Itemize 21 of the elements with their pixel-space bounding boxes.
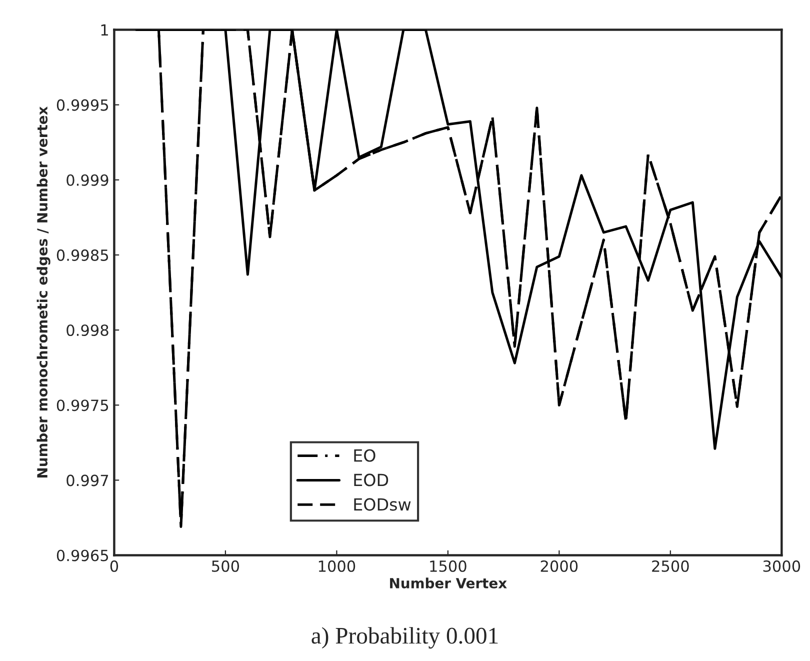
y-tick-label: 0.999 [66, 174, 108, 186]
legend-label: EODsw [354, 498, 411, 511]
text: a) Probability 0.001 [312, 627, 498, 649]
y-tick-label: 0.997 [66, 474, 108, 486]
y-tick-label: 0.9975 [56, 400, 108, 412]
x-tick-label: 500 [212, 560, 240, 572]
legend-label: EOD [354, 474, 388, 486]
y-tick-label: 0.9985 [56, 249, 108, 261]
x-tick-label: 2500 [652, 560, 689, 572]
y-tick-label: 0.998 [66, 324, 108, 336]
x-tick-label: 2000 [540, 560, 578, 572]
x-tick-label: 0 [110, 560, 118, 572]
x-tick-label: 1500 [430, 560, 466, 572]
y-axis-title: Number monochrometic edges / Number vertex [36, 106, 50, 478]
x-tick-label: 1000 [318, 560, 356, 572]
y-tick-label: 1 [101, 24, 108, 36]
x-axis-title: Number Vertex [390, 578, 507, 588]
x-tick-label: 3000 [763, 560, 800, 572]
y-tick-label: 0.9995 [56, 99, 108, 111]
y-tick-label: 0.9965 [56, 550, 108, 562]
legend-label: EO [354, 449, 376, 462]
